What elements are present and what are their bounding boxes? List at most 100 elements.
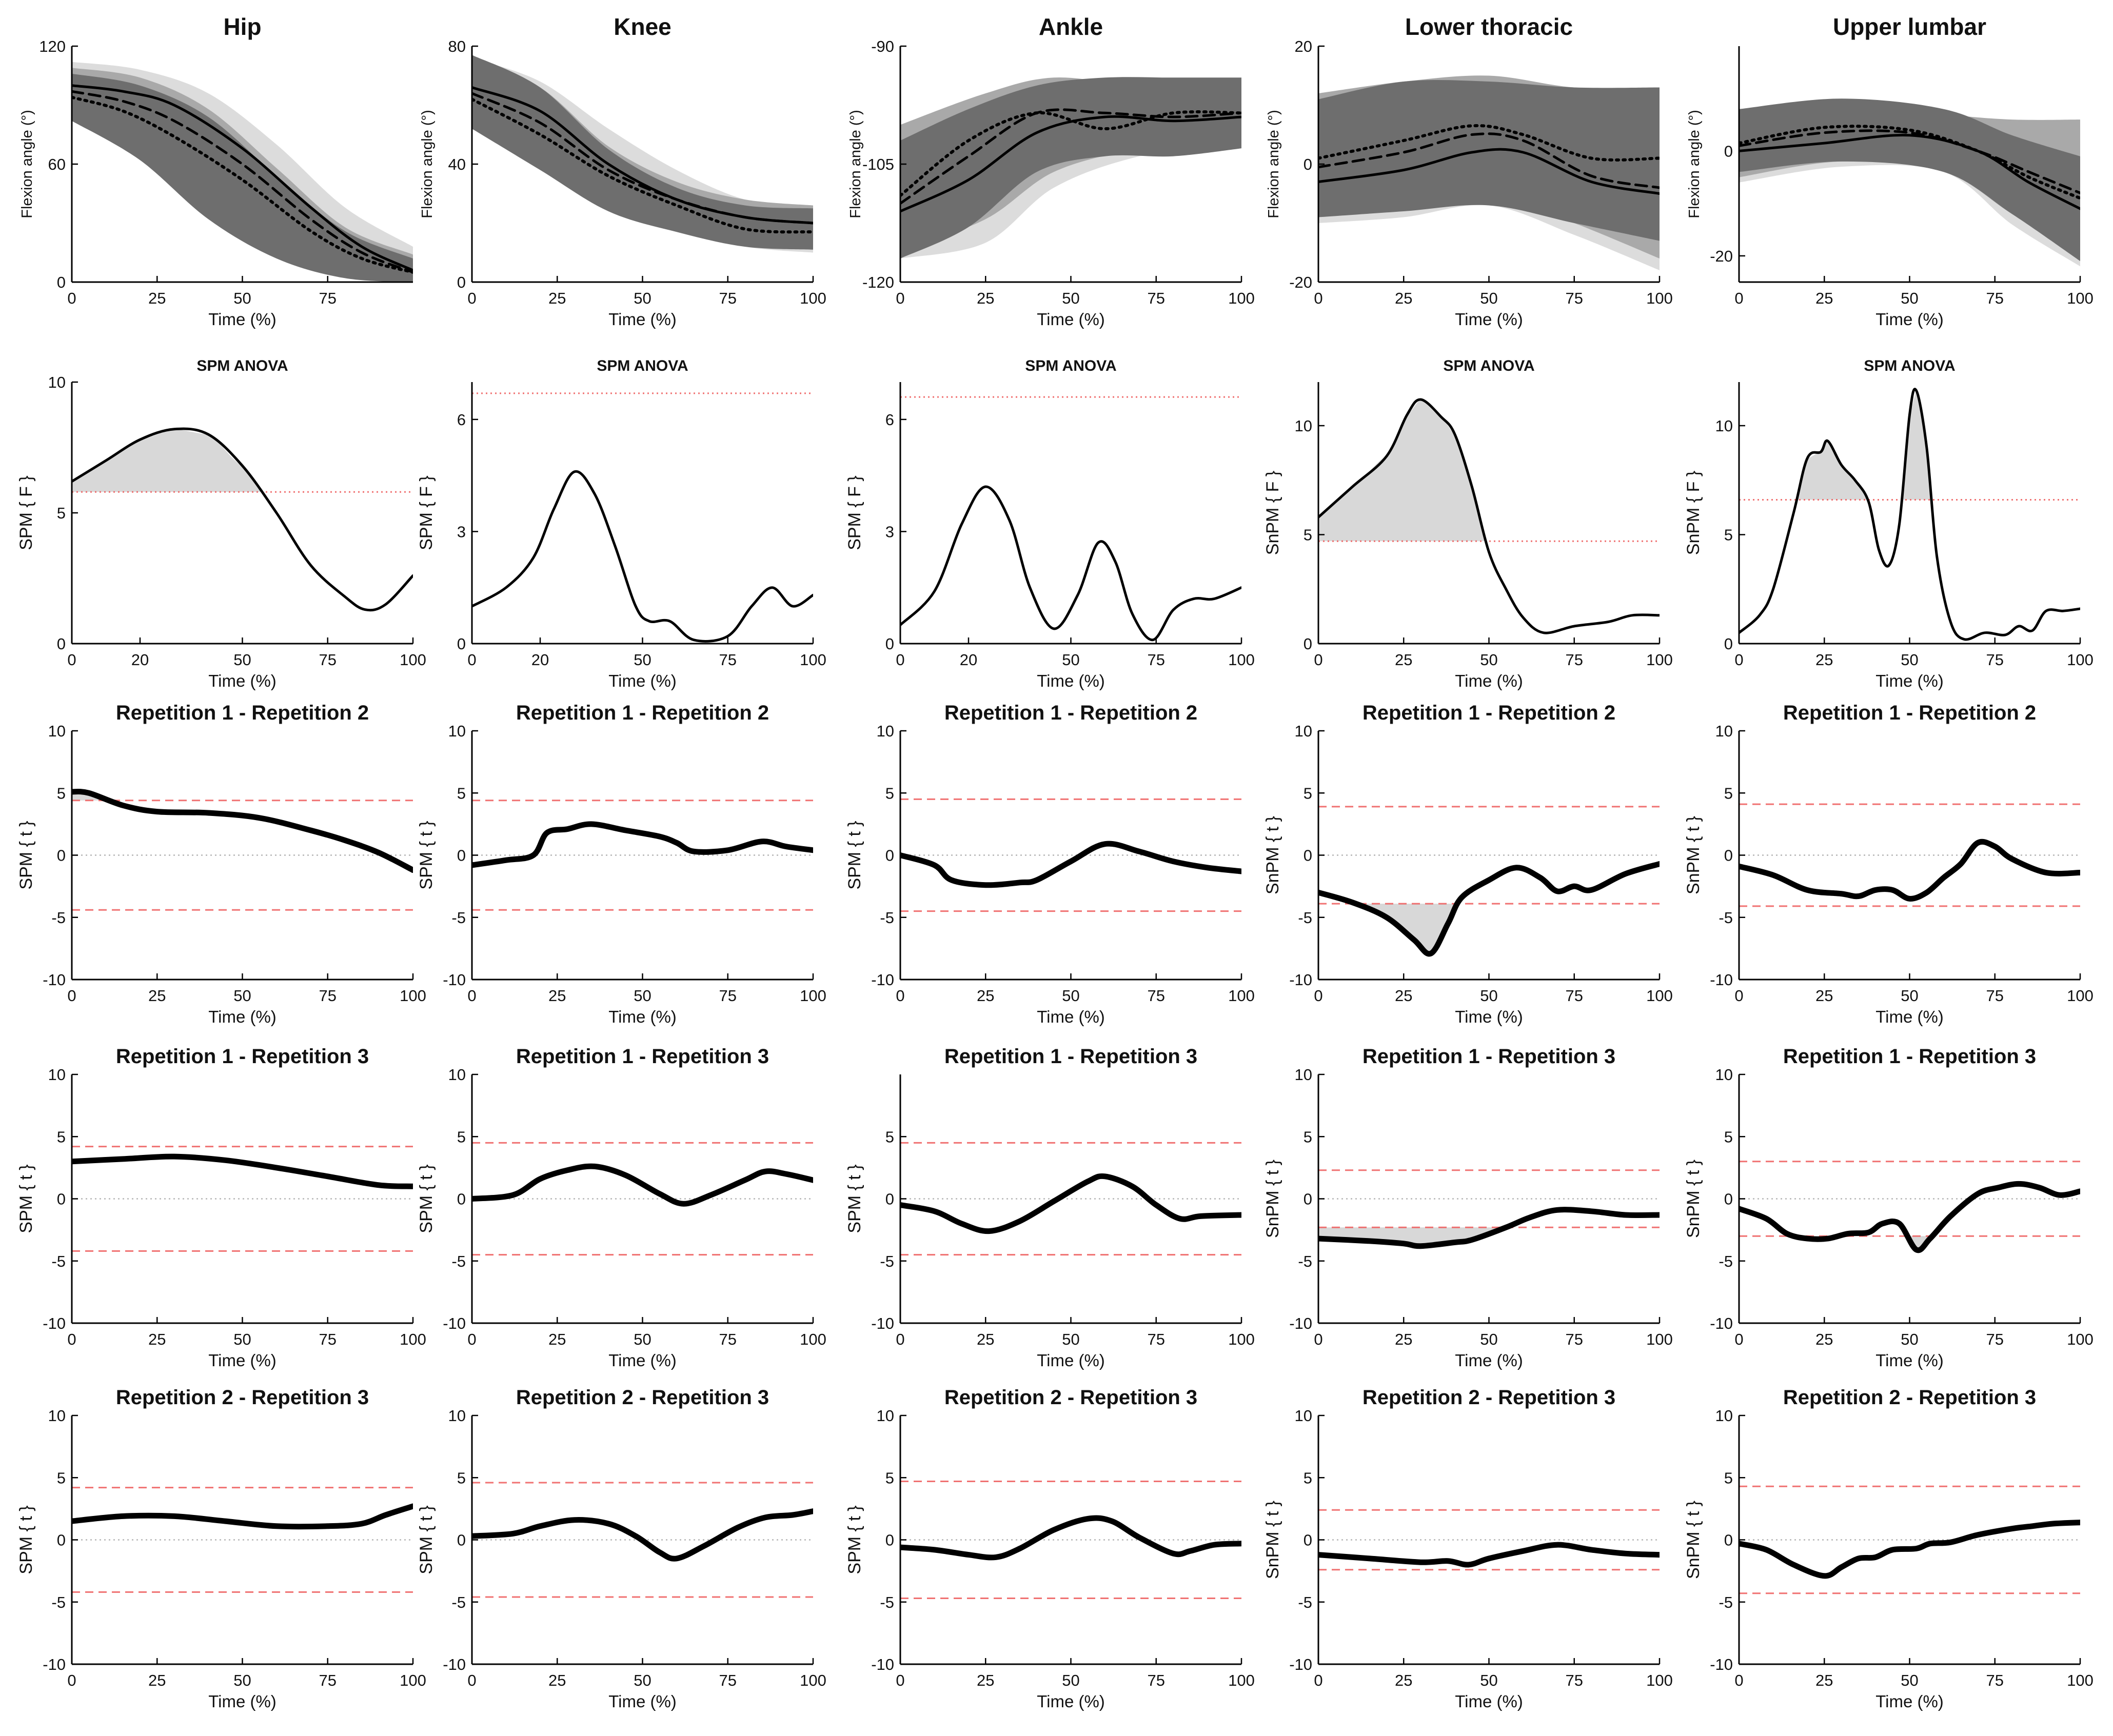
x-axis-label: Time (%) <box>1037 1351 1105 1370</box>
y-tick-label: -5 <box>1719 909 1733 927</box>
x-axis-label: Time (%) <box>1875 1692 1944 1711</box>
chart-title: Repetition 1 - Repetition 2 <box>1362 702 1615 724</box>
y-tick-label: 0 <box>457 273 466 291</box>
x-tick-label: 100 <box>1646 987 1673 1005</box>
y-tick-label: 10 <box>1295 1066 1312 1084</box>
x-axis-label: Time (%) <box>1037 1692 1105 1711</box>
chart-ankle-anova: SPM ANOVA 0 20 50 75 100 0 3 6 Time (%) SPM { F } <box>845 357 1255 690</box>
sd-band-3 <box>1739 98 2080 262</box>
x-tick-label: 0 <box>467 651 476 669</box>
x-axis-label: Time (%) <box>1875 671 1944 690</box>
plot-area <box>1318 75 1660 270</box>
x-axis-label: Time (%) <box>1875 1351 1944 1370</box>
y-tick-label: 0 <box>57 847 66 865</box>
x-tick-label: 0 <box>1734 289 1743 307</box>
x-tick-label: 75 <box>1148 651 1165 669</box>
x-tick-label: 75 <box>319 289 337 307</box>
y-tick-label: -5 <box>1298 909 1312 927</box>
plot-area <box>1739 803 2080 907</box>
y-tick-label: 5 <box>885 1128 894 1146</box>
x-axis-label: Time (%) <box>1037 1007 1105 1026</box>
y-tick-label: -10 <box>871 1314 894 1332</box>
x-tick-label: 0 <box>896 651 904 669</box>
suprathreshold-cluster <box>1356 904 1457 954</box>
x-tick-label: 0 <box>896 1330 904 1348</box>
y-tick-label: 0 <box>885 847 894 865</box>
x-axis-label: Time (%) <box>1455 310 1523 329</box>
series-line-1 <box>900 1515 1241 1561</box>
plot-area <box>900 798 1241 912</box>
y-tick-label: -10 <box>1289 1314 1312 1332</box>
y-tick-label: -5 <box>451 1252 466 1270</box>
y-tick-label: -5 <box>880 909 894 927</box>
plot-area <box>472 55 813 253</box>
y-tick-label: -10 <box>871 971 894 989</box>
x-axis-label: Time (%) <box>1037 310 1105 329</box>
plot-area <box>472 800 813 911</box>
y-axis-label: SnPM { F } <box>1263 471 1282 555</box>
y-tick-label: 6 <box>885 411 894 429</box>
x-tick-label: 75 <box>1148 987 1165 1005</box>
y-tick-label: 5 <box>1724 784 1733 802</box>
x-axis-label: Time (%) <box>608 310 677 329</box>
x-tick-label: 25 <box>1395 651 1412 669</box>
chart-title: Repetition 2 - Repetition 3 <box>516 1386 769 1409</box>
y-tick-label: 10 <box>448 1407 466 1425</box>
chart-ankle-kin: Ankle 0 25 50 75 100 -120 -105 -90 Time (%) Flexio… <box>847 13 1255 329</box>
chart-thoracic-anova: SPM ANOVA 0 25 50 75 100 0 5 10 Time (%) SnPM { F … <box>1263 357 1673 690</box>
y-tick-label: 5 <box>885 784 894 802</box>
x-tick-label: 100 <box>800 987 826 1005</box>
chart-lumbar-r13: Repetition 1 - Repetition 30 25 50 75 100-10… <box>1684 1045 2094 1370</box>
series-line-3 <box>900 110 1241 197</box>
series-line-3 <box>1318 124 1660 162</box>
x-tick-label: 0 <box>1734 1671 1743 1689</box>
series-line-2 <box>472 92 813 225</box>
y-axis-label: Flexion angle (°) <box>847 110 864 218</box>
x-tick-label: 50 <box>233 1330 251 1348</box>
plot-area <box>1318 806 1660 957</box>
x-tick-label: 0 <box>67 987 76 1005</box>
y-tick-label: -90 <box>871 37 894 55</box>
chart-title: SPM ANOVA <box>597 357 688 374</box>
x-tick-label: 100 <box>800 1671 826 1689</box>
x-tick-label: 75 <box>319 651 337 669</box>
y-tick-label: -5 <box>1298 1593 1312 1611</box>
y-tick-label: -5 <box>51 1593 66 1611</box>
y-tick-label: 5 <box>885 1469 894 1487</box>
x-axis-label: Time (%) <box>1875 310 1944 329</box>
series-line-2 <box>900 108 1241 205</box>
y-tick-label: 0 <box>457 847 466 865</box>
series-line-1 <box>900 1173 1241 1234</box>
x-tick-label: 100 <box>1646 1671 1673 1689</box>
x-tick-label: 50 <box>1901 1330 1918 1348</box>
chart-title: SPM ANOVA <box>196 357 288 374</box>
series-line-1 <box>1739 1181 2080 1253</box>
chart-title: Repetition 1 - Repetition 3 <box>516 1045 769 1068</box>
y-tick-label: 10 <box>1295 417 1312 435</box>
x-axis-label: Time (%) <box>608 1007 677 1026</box>
chart-title: Repetition 1 - Repetition 3 <box>1783 1045 2036 1068</box>
x-tick-label: 25 <box>1815 289 1833 307</box>
x-tick-label: 75 <box>719 651 737 669</box>
series-line-1 <box>1739 1520 2080 1579</box>
series-line-1 <box>472 821 813 868</box>
plot-area <box>1739 388 2080 641</box>
y-tick-label: 0 <box>57 635 66 653</box>
x-tick-label: 25 <box>148 1330 166 1348</box>
y-axis-label: SPM { t } <box>845 1164 864 1233</box>
x-tick-label: 75 <box>319 1330 337 1348</box>
x-tick-label: 25 <box>977 987 994 1005</box>
y-axis-label: SnPM { t } <box>1684 1501 1703 1579</box>
y-tick-label: -105 <box>862 155 894 173</box>
y-tick-label: 5 <box>1304 1469 1312 1487</box>
y-tick-label: -10 <box>43 1314 66 1332</box>
sd-band-3 <box>472 55 813 250</box>
chart-title: Hip <box>223 13 261 40</box>
sd-band-3 <box>900 77 1241 258</box>
y-axis-label: Flexion angle (°) <box>419 110 436 218</box>
x-tick-label: 25 <box>1815 1330 1833 1348</box>
x-tick-label: 0 <box>1314 289 1322 307</box>
chart-hip-r13: Repetition 1 - Repetition 30 25 50 75 100-10… <box>16 1045 426 1370</box>
x-tick-label: 0 <box>1734 1330 1743 1348</box>
